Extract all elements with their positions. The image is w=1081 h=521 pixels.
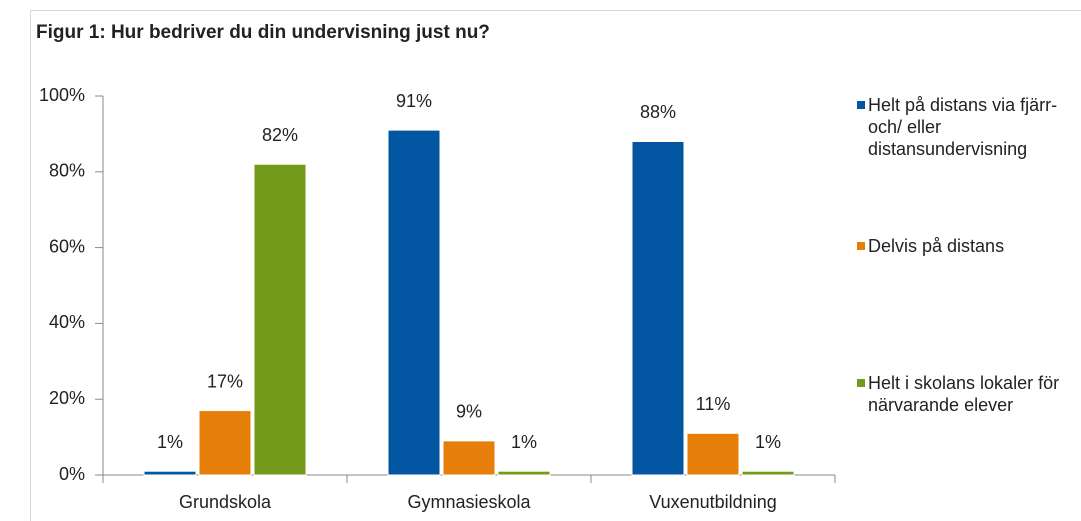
y-tick-label: 0% [59, 464, 85, 484]
legend-item: Delvis på distans [857, 235, 1081, 257]
value-label: 1% [511, 432, 537, 452]
bar [143, 470, 197, 476]
value-label: 82% [262, 125, 298, 145]
bar [497, 470, 551, 476]
y-tick-label: 60% [49, 236, 85, 256]
y-tick-label: 80% [49, 161, 85, 181]
bar [686, 432, 740, 476]
legend-item: Helt på distans via fjärr- och/ eller di… [857, 94, 1081, 160]
legend-label: Helt i skolans lokaler för närvarande el… [868, 373, 1060, 415]
x-tick-label: Vuxenutbildning [649, 492, 776, 512]
y-tick-label: 20% [49, 388, 85, 408]
legend-item: Helt i skolans lokaler för närvarande el… [857, 372, 1081, 416]
value-label: 11% [696, 394, 731, 414]
bar [198, 410, 252, 476]
bar [253, 163, 307, 476]
bar [741, 470, 795, 476]
value-label: 9% [456, 402, 482, 422]
legend-swatch [857, 242, 865, 250]
bar [387, 129, 441, 476]
value-label: 1% [157, 432, 183, 452]
legend-swatch [857, 101, 865, 109]
bar [442, 440, 496, 476]
value-label: 88% [640, 102, 676, 122]
y-tick-label: 100% [39, 85, 85, 105]
value-label: 91% [396, 91, 432, 111]
legend-label: Delvis på distans [868, 236, 1005, 256]
bar [631, 140, 685, 476]
legend-swatch [857, 379, 865, 387]
x-tick-label: Grundskola [179, 492, 272, 512]
chart-frame [30, 10, 1081, 521]
value-label: 1% [755, 432, 781, 452]
legend-label: Helt på distans via fjärr- och/ eller di… [868, 95, 1058, 159]
chart-title: Figur 1: Hur bedriver du din undervisnin… [36, 22, 490, 43]
x-tick-label: Gymnasieskola [407, 492, 531, 512]
value-label: 17% [207, 371, 243, 391]
y-tick-label: 40% [49, 312, 85, 332]
